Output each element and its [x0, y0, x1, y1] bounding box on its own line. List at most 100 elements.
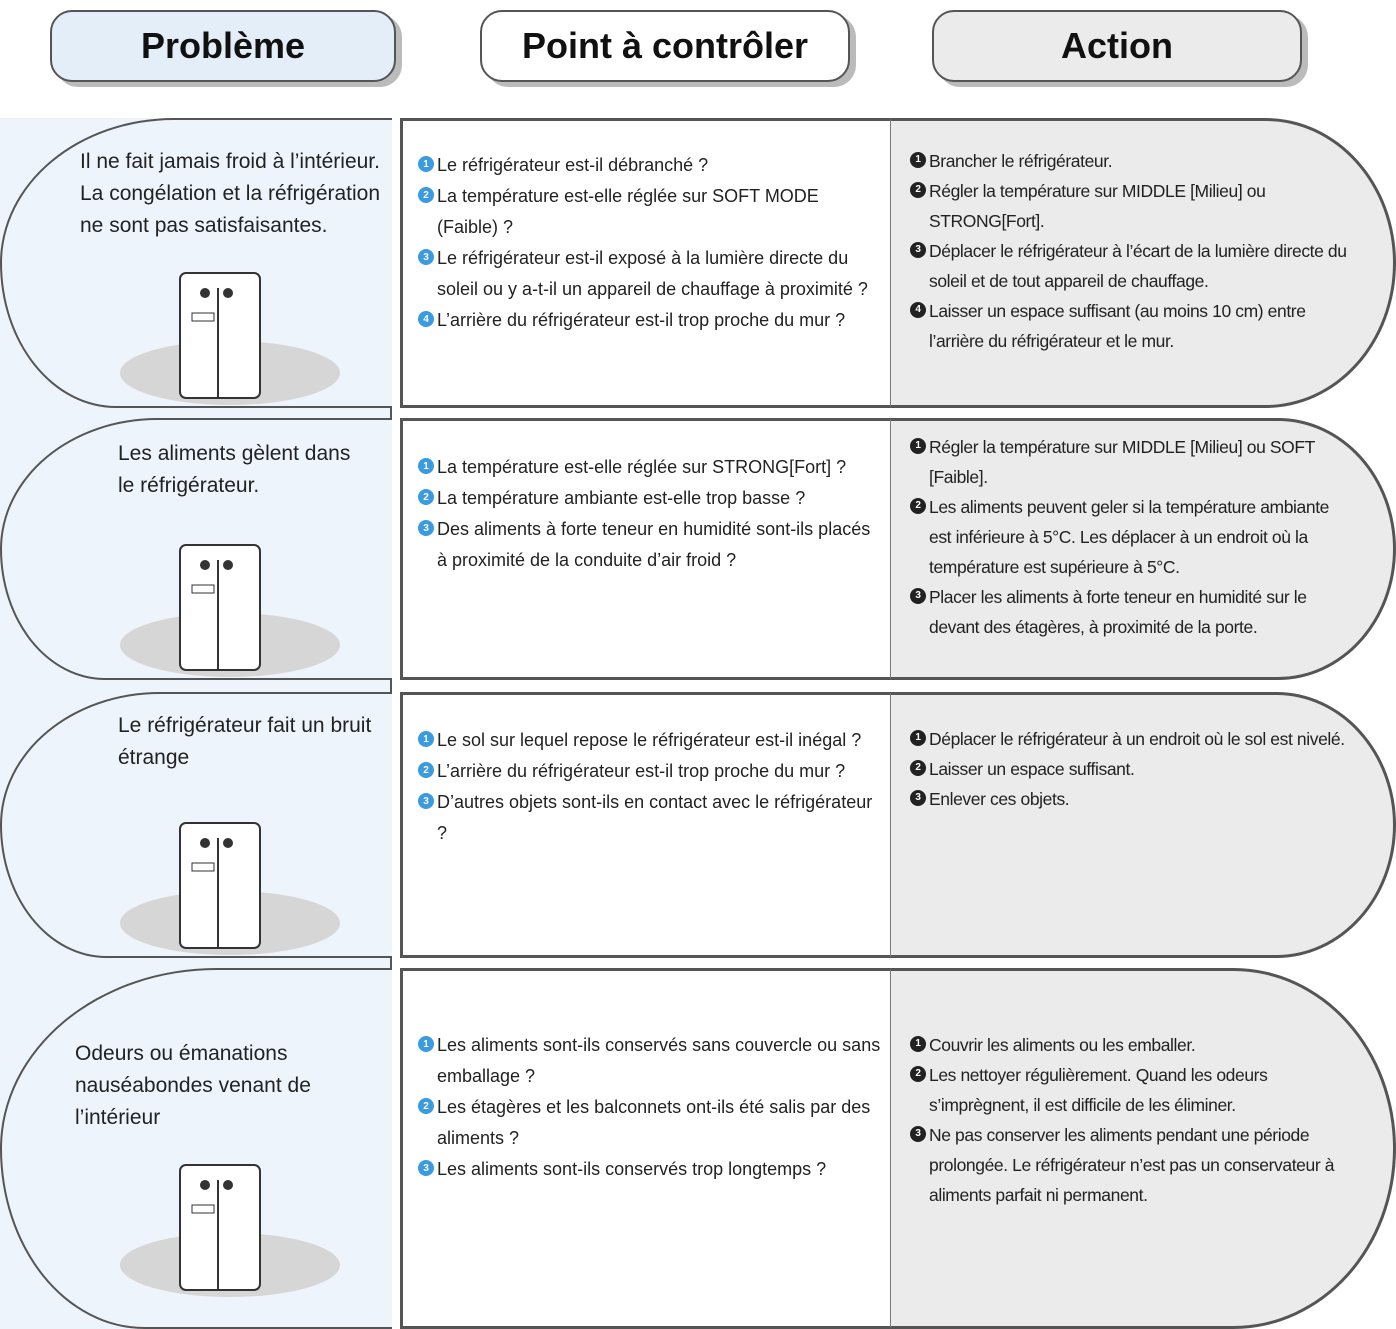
- action-cell: [890, 118, 1396, 408]
- illustration: [120, 272, 340, 405]
- action-list: 1 Déplacer le réfrigérateur à un endroit …: [910, 724, 1350, 814]
- action-text: Les nettoyer régulièrement. Quand les od…: [929, 1065, 1268, 1115]
- problem-text: Odeurs ou émanations nauséabondes venant…: [75, 1042, 311, 1129]
- illustration: [120, 822, 340, 955]
- action-item: 1 Couvrir les aliments ou les emballer.: [910, 1030, 1350, 1060]
- action-text: Régler la température sur MIDDLE [Milieu…: [929, 437, 1315, 487]
- header-action: Action: [932, 10, 1302, 82]
- check-item: 3 Les aliments sont-ils conservés trop lo…: [418, 1154, 883, 1185]
- action-text: Laisser un espace suffisant (au moins 10…: [929, 301, 1306, 351]
- action-item: 2 Régler la température sur MIDDLE [Milie…: [910, 176, 1350, 236]
- action-text: Couvrir les aliments ou les emballer.: [929, 1035, 1196, 1055]
- action-item: 1 Déplacer le réfrigérateur à un endroit …: [910, 724, 1350, 754]
- problem-text: Les aliments gèlent dans le réfrigérateu…: [118, 442, 351, 497]
- action-bullet: 1: [910, 152, 926, 168]
- illustration: [120, 544, 340, 677]
- action-bullet: 3: [910, 588, 926, 604]
- check-text: Les étagères et les balconnets ont-ils é…: [437, 1097, 871, 1148]
- check-text: D’autres objets sont-ils en contact avec…: [437, 792, 873, 843]
- check-text: Le réfrigérateur est-il exposé à la lumi…: [437, 248, 868, 299]
- check-item: 3 Des aliments à forte teneur en humidité…: [418, 514, 883, 576]
- illustration: [120, 1164, 340, 1297]
- action-text: Les aliments peuvent geler si la tempéra…: [929, 497, 1330, 577]
- check-bullet: 2: [418, 762, 434, 778]
- header-check: Point à contrôler: [480, 10, 850, 82]
- check-item: 2 La température ambiante est-elle trop b…: [418, 483, 883, 514]
- action-text: Enlever ces objets.: [929, 789, 1070, 809]
- check-list: 1 Les aliments sont-ils conservés sans co…: [418, 1030, 883, 1185]
- action-cell: [890, 692, 1396, 958]
- action-item: 4 Laisser un espace suffisant (au moins 1…: [910, 296, 1350, 356]
- action-bullet: 3: [910, 242, 926, 258]
- check-bullet: 1: [418, 458, 434, 474]
- check-text: Les aliments sont-ils conservés sans cou…: [437, 1035, 881, 1086]
- action-text: Placer les aliments à forte teneur en hu…: [929, 587, 1307, 637]
- check-item: 1 Les aliments sont-ils conservés sans co…: [418, 1030, 883, 1092]
- action-cell: [890, 968, 1396, 1329]
- check-item: 3 D’autres objets sont-ils en contact ave…: [418, 787, 883, 849]
- action-bullet: 1: [910, 1036, 926, 1052]
- action-text: Brancher le réfrigérateur.: [929, 151, 1113, 171]
- check-bullet: 1: [418, 1036, 434, 1052]
- check-bullet: 1: [418, 156, 434, 172]
- check-bullet: 3: [418, 520, 434, 536]
- action-bullet: 2: [910, 498, 926, 514]
- check-bullet: 2: [418, 187, 434, 203]
- check-item: 2 Les étagères et les balconnets ont-ils …: [418, 1092, 883, 1154]
- action-list: 1 Couvrir les aliments ou les emballer. 2 L…: [910, 1030, 1350, 1210]
- check-bullet: 3: [418, 249, 434, 265]
- check-bullet: 2: [418, 1098, 434, 1114]
- check-text: La température est-elle réglée sur STRON…: [437, 457, 847, 477]
- action-item: 2 Les nettoyer régulièrement. Quand les o…: [910, 1060, 1350, 1120]
- check-list: 1 Le réfrigérateur est-il débranché ? 2 La …: [418, 150, 883, 336]
- header-problem: Problème: [50, 10, 396, 82]
- check-bullet: 4: [418, 311, 434, 327]
- action-item: 3 Déplacer le réfrigérateur à l’écart de …: [910, 236, 1350, 296]
- action-list: 1 Régler la température sur MIDDLE [Milie…: [910, 432, 1345, 642]
- action-item: 1 Régler la température sur MIDDLE [Milie…: [910, 432, 1345, 492]
- action-bullet: 2: [910, 1066, 926, 1082]
- action-text: Régler la température sur MIDDLE [Milieu…: [929, 181, 1266, 231]
- check-bullet: 3: [418, 793, 434, 809]
- check-cell: [400, 418, 892, 680]
- action-item: 1 Brancher le réfrigérateur.: [910, 146, 1350, 176]
- check-list: 1 Le sol sur lequel repose le réfrigérate…: [418, 725, 883, 849]
- check-item: 4 L’arrière du réfrigérateur est-il trop …: [418, 305, 883, 336]
- check-text: Les aliments sont-ils conservés trop lon…: [437, 1159, 827, 1179]
- check-text: La température ambiante est-elle trop ba…: [437, 488, 806, 508]
- check-item: 2 L’arrière du réfrigérateur est-il trop …: [418, 756, 883, 787]
- check-text: Le sol sur lequel repose le réfrigérateu…: [437, 730, 862, 750]
- action-bullet: 2: [910, 182, 926, 198]
- action-text: Ne pas conserver les aliments pendant un…: [929, 1125, 1335, 1205]
- action-bullet: 4: [910, 302, 926, 318]
- action-item: 3 Placer les aliments à forte teneur en h…: [910, 582, 1345, 642]
- action-bullet: 2: [910, 760, 926, 776]
- action-list: 1 Brancher le réfrigérateur. 2 Régler la te…: [910, 146, 1350, 356]
- problem-text: Le réfrigérateur fait un bruit étrange: [118, 714, 372, 769]
- check-list: 1 La température est-elle réglée sur STRO…: [418, 452, 883, 576]
- check-text: La température est-elle réglée sur SOFT …: [437, 186, 819, 237]
- action-bullet: 3: [910, 1126, 926, 1142]
- check-cell: [400, 118, 892, 408]
- action-text: Déplacer le réfrigérateur à un endroit o…: [929, 729, 1345, 749]
- check-item: 3 Le réfrigérateur est-il exposé à la lum…: [418, 243, 883, 305]
- action-bullet: 3: [910, 790, 926, 806]
- check-item: 1 La température est-elle réglée sur STRO…: [418, 452, 883, 483]
- check-item: 1 Le réfrigérateur est-il débranché ?: [418, 150, 883, 181]
- problem-text: Il ne fait jamais froid à l’intérieur. L…: [80, 150, 381, 237]
- check-text: L’arrière du réfrigérateur est-il trop p…: [437, 761, 846, 781]
- action-item: 2 Les aliments peuvent geler si la tempér…: [910, 492, 1345, 582]
- action-text: Laisser un espace suffisant.: [929, 759, 1135, 779]
- action-cell: [890, 418, 1396, 680]
- action-item: 3 Enlever ces objets.: [910, 784, 1350, 814]
- action-text: Déplacer le réfrigérateur à l’écart de l…: [929, 241, 1347, 291]
- action-item: 3 Ne pas conserver les aliments pendant u…: [910, 1120, 1350, 1210]
- check-text: L’arrière du réfrigérateur est-il trop p…: [437, 310, 846, 330]
- check-text: Le réfrigérateur est-il débranché ?: [437, 155, 709, 175]
- check-cell: [400, 968, 892, 1329]
- action-bullet: 1: [910, 438, 926, 454]
- check-cell: [400, 692, 892, 958]
- action-item: 2 Laisser un espace suffisant.: [910, 754, 1350, 784]
- check-item: 1 Le sol sur lequel repose le réfrigérate…: [418, 725, 883, 756]
